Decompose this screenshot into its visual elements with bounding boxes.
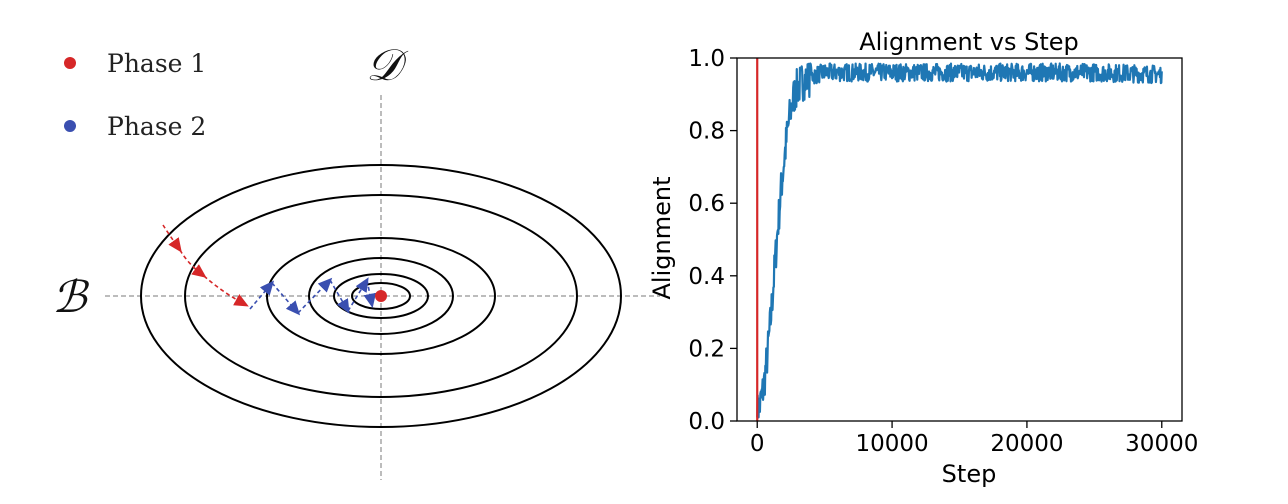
- y-tick-label-5: 1.0: [688, 46, 725, 72]
- series-line-0: [756, 62, 1163, 419]
- contour-3: [266, 237, 496, 355]
- minimum-point: [375, 290, 387, 302]
- contour-4: [308, 257, 454, 335]
- legend: Phase 1 Phase 2: [64, 49, 206, 141]
- x-tick-label-3: 30000: [1125, 431, 1198, 457]
- y-axis-label: Alignment: [648, 177, 676, 300]
- phase1-marker: [64, 57, 76, 69]
- x-tick-label-0: 0: [750, 431, 765, 457]
- phase2-marker: [64, 120, 76, 132]
- contour-lines: [140, 164, 622, 428]
- chart-title: Alignment vs Step: [859, 28, 1079, 56]
- y-tick-label-0: 0.0: [688, 409, 725, 435]
- contour-5: [333, 273, 429, 319]
- x-tick-label-2: 20000: [990, 431, 1063, 457]
- alignment-chart: Alignment vs Step Step Alignment 0 10000 2…: [648, 28, 1198, 488]
- phase1-path: [162, 224, 249, 307]
- phase2-label: Phase 2: [107, 112, 206, 141]
- plot-frame: [736, 57, 1183, 422]
- contour-6: [351, 282, 411, 310]
- y-tick-label-4: 0.8: [688, 119, 725, 145]
- x-tick-label-1: 10000: [855, 431, 928, 457]
- d-axis-label: 𝒟: [366, 40, 409, 91]
- contour-2: [184, 194, 578, 398]
- y-tick-label-1: 0.2: [688, 336, 725, 362]
- contour-1: [140, 164, 622, 428]
- phase1-label: Phase 1: [107, 49, 206, 78]
- phase2-path: [249, 277, 377, 316]
- plot-area: 0 10000 20000 30000 0.0 0.2 0.4 0.6 0.8 1.0: [688, 46, 1198, 457]
- y-tick-label-3: 0.6: [688, 191, 725, 217]
- y-tick-label-2: 0.4: [688, 264, 725, 290]
- x-axis-label: Step: [942, 460, 997, 488]
- contour-diagram: Phase 1 Phase 2 ℬ 𝒟: [52, 40, 660, 480]
- b-axis-label: ℬ: [52, 272, 90, 323]
